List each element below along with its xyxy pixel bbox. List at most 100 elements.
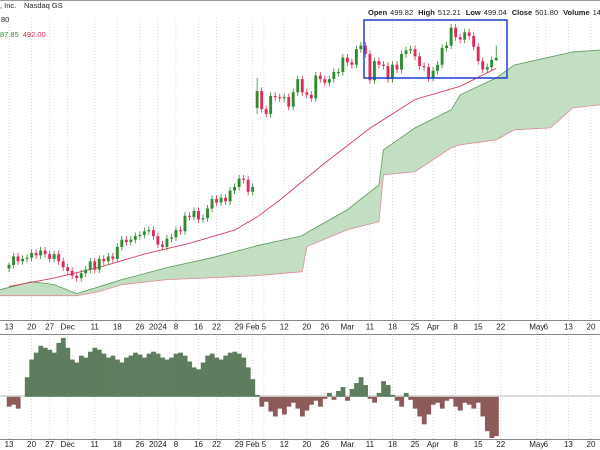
x-tick-label: 12 — [280, 440, 289, 449]
plot — [0, 23, 600, 439]
cloud-upper — [0, 49, 600, 295]
x-tick-label: 29 — [235, 323, 244, 332]
indicator-bar — [421, 396, 427, 425]
candle-body — [21, 258, 24, 262]
indicator-bar — [218, 359, 224, 397]
candle-body — [142, 231, 146, 235]
legend-value: 492.00 — [23, 30, 46, 39]
candle-body — [106, 256, 110, 262]
candle-body — [228, 190, 232, 202]
indicator-bar — [74, 362, 80, 397]
indicator-bar — [484, 396, 490, 432]
indicator-bar — [412, 396, 418, 409]
indicator-bar — [38, 345, 44, 397]
indicator-bar — [385, 385, 391, 397]
indicator-bar — [241, 357, 247, 397]
cloud-fill — [0, 49, 600, 296]
candle-body — [25, 257, 29, 259]
indicator-bar — [281, 396, 287, 415]
candle-body — [169, 237, 173, 239]
candle-body — [61, 261, 65, 268]
indicator-bar — [471, 396, 477, 409]
indicator-bar — [47, 349, 53, 397]
x-tick-label: Feb — [246, 323, 260, 332]
indicator-bar — [205, 355, 211, 397]
indicator-bar — [336, 390, 341, 397]
x-tick-label: 13 — [5, 323, 14, 332]
candle-body — [133, 236, 137, 240]
candle-body — [345, 57, 349, 63]
indicator-bar — [345, 396, 350, 401]
indicator-bar — [403, 392, 409, 397]
candle-body — [422, 65, 426, 68]
candle-body — [156, 236, 160, 245]
candle-body — [354, 49, 358, 65]
candle-body — [160, 244, 164, 247]
quote-label: Close — [512, 8, 532, 17]
quote-label: High — [418, 8, 435, 17]
indicator-bar — [376, 392, 382, 397]
indicator-bar — [444, 396, 450, 401]
indicator-bar — [475, 396, 481, 403]
highlight-box — [363, 19, 508, 79]
x-tick-label: 20 — [587, 323, 596, 332]
candle-body — [332, 71, 336, 80]
indicator-bar — [24, 377, 30, 397]
indicator-bar — [286, 396, 292, 407]
candle-body — [84, 269, 88, 274]
indicator-bar — [137, 354, 143, 397]
indicator-bar — [69, 359, 75, 397]
x-tick-label: 22 — [496, 323, 505, 332]
indicator-bar — [250, 379, 256, 397]
indicator-bar — [304, 396, 310, 411]
company: , Inc. — [0, 1, 16, 10]
indicator-bar — [15, 396, 21, 409]
candle-body — [309, 94, 313, 99]
indicator-bar — [480, 396, 486, 417]
indicator-bar — [223, 355, 229, 397]
candle-body — [192, 210, 196, 217]
x-tick-label: 12 — [280, 323, 289, 332]
candle-body — [219, 197, 223, 203]
candle-body — [418, 56, 421, 66]
candle-body — [481, 61, 485, 70]
candle-body — [151, 230, 155, 237]
indicator-bar — [65, 347, 71, 397]
candle-body — [323, 79, 327, 83]
candle-body — [48, 254, 52, 259]
x-tick-label: 22 — [212, 440, 221, 449]
indicator-bar — [372, 396, 377, 403]
candle-body — [472, 35, 476, 47]
candle-body — [350, 62, 354, 65]
candle-body — [88, 261, 92, 270]
candle-body — [269, 95, 273, 114]
candle-body — [260, 91, 264, 110]
indicator-bar — [51, 352, 57, 397]
indicator-bar — [493, 396, 499, 437]
candle-body — [224, 197, 228, 202]
x-tick-label: 22 — [496, 440, 505, 449]
candle-body — [282, 97, 286, 99]
candle-body — [215, 198, 218, 203]
quote: Open 499.82 High 512.21 Low 499.04 Close 501.80… — [368, 8, 600, 17]
indicator-bar — [367, 396, 373, 399]
candle-body — [494, 57, 498, 61]
candle-body — [458, 37, 462, 40]
candle-body — [327, 79, 331, 83]
indicator-bar — [160, 357, 165, 397]
indicator-bar — [457, 396, 463, 411]
indicator-bar — [263, 396, 269, 402]
x-tick-label: 8 — [174, 323, 179, 332]
x-tick-label: May — [529, 323, 544, 332]
candle-body — [391, 64, 394, 80]
indicator-bar — [489, 396, 495, 439]
indicator-bar — [56, 342, 62, 397]
candle-body — [165, 238, 169, 247]
indicator-bar — [178, 352, 184, 397]
indicator-bar — [191, 367, 197, 397]
x-tick-label: Mar — [340, 440, 354, 449]
indicator-bar — [448, 396, 454, 399]
x-tick-label: 2024 — [149, 323, 167, 332]
period: 80 — [1, 15, 9, 24]
